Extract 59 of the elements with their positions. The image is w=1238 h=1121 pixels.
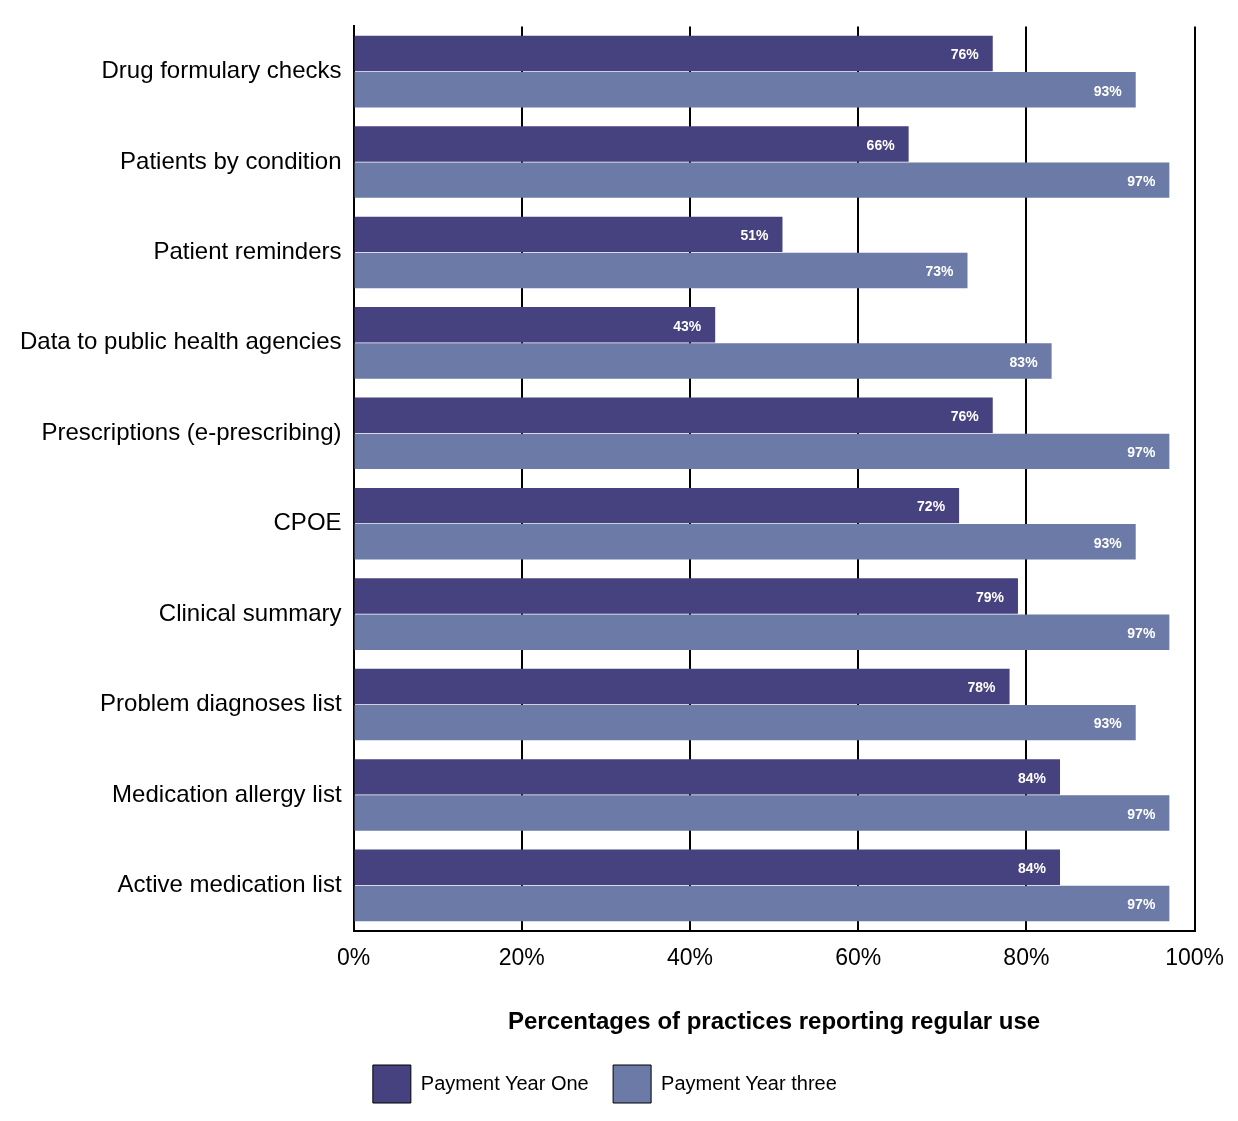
y-tick-label: Prescriptions (e-prescribing) [41, 417, 342, 445]
data-label: 66% [866, 136, 896, 153]
bar [354, 614, 1170, 650]
x-tick-label: 20% [498, 943, 545, 970]
x-tick-label: 60% [835, 943, 882, 970]
x-tick-label: 100% [1165, 943, 1224, 970]
bar [354, 216, 783, 253]
data-label: 97% [1127, 172, 1156, 189]
bar [354, 71, 1136, 108]
data-label: 97% [1127, 625, 1156, 642]
x-tick-label: 0% [336, 943, 371, 970]
bar [354, 307, 716, 343]
data-label: 72% [917, 498, 946, 515]
data-label: 51% [740, 227, 770, 244]
bar [354, 704, 1136, 741]
bar [354, 524, 1136, 560]
data-label: 84% [1017, 860, 1047, 877]
data-label: 83% [1009, 353, 1039, 370]
bar [354, 668, 1010, 705]
bar [354, 252, 968, 289]
y-tick-label: Patients by condition [120, 146, 342, 174]
bar [354, 759, 1061, 795]
legend-label: Payment Year three [661, 1071, 837, 1094]
y-tick-label: CPOE [273, 508, 342, 536]
bar [354, 397, 993, 433]
bar [354, 578, 1018, 614]
bar [354, 885, 1170, 922]
data-label: 93% [1093, 82, 1123, 99]
x-tick-label: 40% [666, 943, 713, 970]
data-label: 76% [950, 46, 980, 63]
data-label: 43% [673, 317, 702, 334]
y-tick-label: Active medication list [117, 870, 342, 898]
y-tick-label: Medication allergy list [112, 779, 342, 807]
bar [354, 35, 993, 72]
y-tick-label: Clinical summary [158, 598, 342, 626]
bar [354, 126, 909, 162]
bar [354, 849, 1061, 886]
x-tick-label: 80% [1003, 943, 1050, 970]
data-label: 97% [1127, 896, 1156, 913]
data-label: 79% [975, 588, 1005, 605]
y-tick-label: Problem diagnoses list [100, 689, 342, 717]
x-axis-title: Percentages of practices reporting regular use [507, 1007, 1041, 1035]
y-tick-label: Patient reminders [153, 237, 342, 265]
data-label: 97% [1127, 805, 1156, 822]
data-label: 73% [925, 263, 955, 280]
bar [354, 343, 1052, 379]
data-label: 78% [967, 679, 997, 696]
bar [354, 795, 1170, 831]
y-tick-label: Data to public health agencies [19, 327, 342, 355]
bar [354, 487, 960, 524]
bar [354, 433, 1170, 470]
legend-label: Payment Year One [420, 1071, 589, 1094]
y-tick-label: Drug formulary checks [101, 56, 342, 84]
data-label: 97% [1127, 444, 1156, 461]
data-label: 84% [1017, 769, 1047, 786]
bar [354, 162, 1170, 198]
data-label: 93% [1093, 534, 1123, 551]
data-label: 76% [950, 408, 980, 425]
data-label: 93% [1093, 715, 1123, 732]
